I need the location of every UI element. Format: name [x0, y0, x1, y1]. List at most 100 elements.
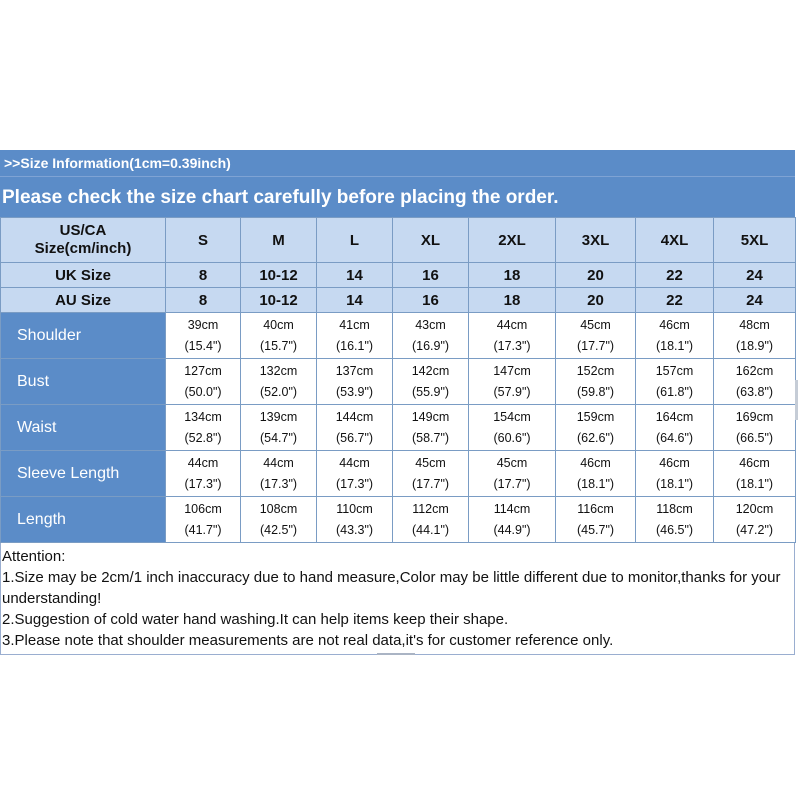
inch-value: (18.1") [655, 476, 694, 491]
note-item: 2.Suggestion of cold water hand washing.… [2, 611, 509, 628]
measurement-cell: 46cm (18.1") [635, 312, 714, 359]
size-header: 3XL [555, 217, 636, 263]
cm-value: 162cm [735, 363, 774, 378]
inch-value: (15.4") [184, 338, 222, 353]
us-size-row: US/CA Size(cm/inch) S M L XL 2XL 3XL 4XL… [0, 217, 796, 263]
size-header: M [240, 217, 317, 263]
cm-value: 45cm [496, 455, 528, 470]
inch-value: (60.6") [493, 430, 531, 445]
inch-value: (56.7") [335, 430, 374, 445]
inch-value: (44.9") [493, 522, 531, 537]
size-header: 4XL [635, 217, 714, 263]
cm-value: 39cm [187, 317, 219, 332]
inch-value: (15.7") [259, 338, 298, 353]
measurement-row: Shoulder 39cm (15.4") 40cm (15.7") 41cm (16.1"… [0, 312, 796, 359]
measurement-label: Length [0, 496, 166, 543]
measurement-cell: 159cm (62.6") [555, 404, 636, 451]
cm-value: 159cm [576, 409, 615, 424]
size-header: XL [392, 217, 469, 263]
inch-value: (17.7") [411, 476, 450, 491]
divider-mark [377, 653, 415, 655]
size-chart: >>Size Information(1cm=0.39inch) Please … [0, 150, 796, 655]
cm-value: 114cm [493, 501, 531, 516]
inch-value: (50.0") [184, 384, 222, 399]
cm-value: 134cm [184, 409, 222, 424]
measurement-cell: 134cm (52.8") [165, 404, 241, 451]
measurement-cell: 132cm (52.0") [240, 358, 317, 405]
measurement-cell: 44cm (17.3") [316, 450, 393, 497]
measurement-cell: 106cm (41.7") [165, 496, 241, 543]
cm-value: 48cm [739, 317, 770, 332]
cm-value: 149cm [411, 409, 450, 424]
inch-value: (61.8") [655, 384, 694, 399]
size-corner-cell: US/CA Size(cm/inch) [0, 217, 166, 263]
attention-notes: Attention: 1.Size may be 2cm/1 inch inac… [0, 543, 795, 655]
size-info-header: >>Size Information(1cm=0.39inch) [0, 150, 795, 176]
cm-value: 110cm [336, 501, 373, 516]
cm-value: 144cm [335, 409, 374, 424]
size-notice-header: Please check the size chart carefully be… [0, 176, 795, 217]
inch-value: (46.5") [655, 522, 694, 537]
measurement-cell: 169cm (66.5") [713, 404, 796, 451]
measurement-row: Bust 127cm (50.0") 132cm (52.0") 137cm (53.9")… [0, 358, 796, 405]
corner-line-1: US/CA [59, 222, 107, 239]
cm-value: 127cm [184, 363, 222, 378]
measurement-cell: 142cm (55.9") [392, 358, 469, 405]
size-header: S [165, 217, 241, 263]
uk-size-value: 18 [468, 262, 556, 288]
measurement-cell: 46cm (18.1") [555, 450, 636, 497]
measurement-cell: 162cm (63.8") [713, 358, 796, 405]
size-header: 2XL [468, 217, 556, 263]
cm-value: 132cm [259, 363, 298, 378]
size-header: 5XL [713, 217, 796, 263]
measurement-label: Sleeve Length [0, 450, 166, 497]
measurement-cell: 39cm (15.4") [165, 312, 241, 359]
measurement-cell: 152cm (59.8") [555, 358, 636, 405]
measurement-cell: 108cm (42.5") [240, 496, 317, 543]
au-size-value: 24 [713, 287, 796, 313]
measurement-cell: 118cm (46.5") [635, 496, 714, 543]
cm-value: 45cm [580, 317, 611, 332]
inch-value: (52.0") [259, 384, 298, 399]
measurement-cell: 116cm (45.7") [555, 496, 636, 543]
inch-value: (47.2") [735, 522, 774, 537]
cm-value: 147cm [493, 363, 531, 378]
measurement-cell: 44cm (17.3") [165, 450, 241, 497]
cm-value: 139cm [259, 409, 298, 424]
cm-value: 45cm [415, 455, 446, 470]
inch-value: (53.9") [335, 384, 374, 399]
au-size-label: AU Size [0, 287, 166, 313]
measurement-cell: 127cm (50.0") [165, 358, 241, 405]
measurement-cell: 46cm (18.1") [713, 450, 796, 497]
inch-value: (66.5") [735, 430, 774, 445]
au-size-value: 20 [555, 287, 636, 313]
cm-value: 152cm [576, 363, 615, 378]
inch-value: (16.9") [411, 338, 450, 353]
cm-value: 44cm [263, 455, 294, 470]
size-header: L [316, 217, 393, 263]
inch-value: (44.1") [411, 522, 450, 537]
measurement-cell: 137cm (53.9") [316, 358, 393, 405]
measurement-cell: 139cm (54.7") [240, 404, 317, 451]
inch-value: (62.6") [576, 430, 615, 445]
measurement-row: Waist 134cm (52.8") 139cm (54.7") 144cm (56.7"… [0, 404, 796, 451]
corner-line-2: Size(cm/inch) [34, 240, 132, 257]
cm-value: 157cm [655, 363, 694, 378]
cm-value: 106cm [184, 501, 222, 516]
measurement-row: Sleeve Length 44cm (17.3") 44cm (17.3") 44cm (… [0, 450, 796, 497]
measurement-cell: 45cm (17.7") [392, 450, 469, 497]
cm-value: 44cm [187, 455, 219, 470]
measurement-cell: 40cm (15.7") [240, 312, 317, 359]
measurement-cell: 112cm (44.1") [392, 496, 469, 543]
measurement-row: Length 106cm (41.7") 108cm (42.5") 110cm (43.3… [0, 496, 796, 543]
measurement-label: Waist [0, 404, 166, 451]
uk-size-row: UK Size 8 10-12 14 16 18 20 22 24 [0, 262, 796, 288]
measurement-cell: 45cm (17.7") [468, 450, 556, 497]
au-size-value: 10-12 [240, 287, 317, 313]
inch-value: (17.3") [335, 476, 374, 491]
measurement-cell: 157cm (61.8") [635, 358, 714, 405]
uk-size-value: 10-12 [240, 262, 317, 288]
au-size-value: 22 [635, 287, 714, 313]
inch-value: (41.7") [184, 522, 222, 537]
uk-size-value: 8 [165, 262, 241, 288]
